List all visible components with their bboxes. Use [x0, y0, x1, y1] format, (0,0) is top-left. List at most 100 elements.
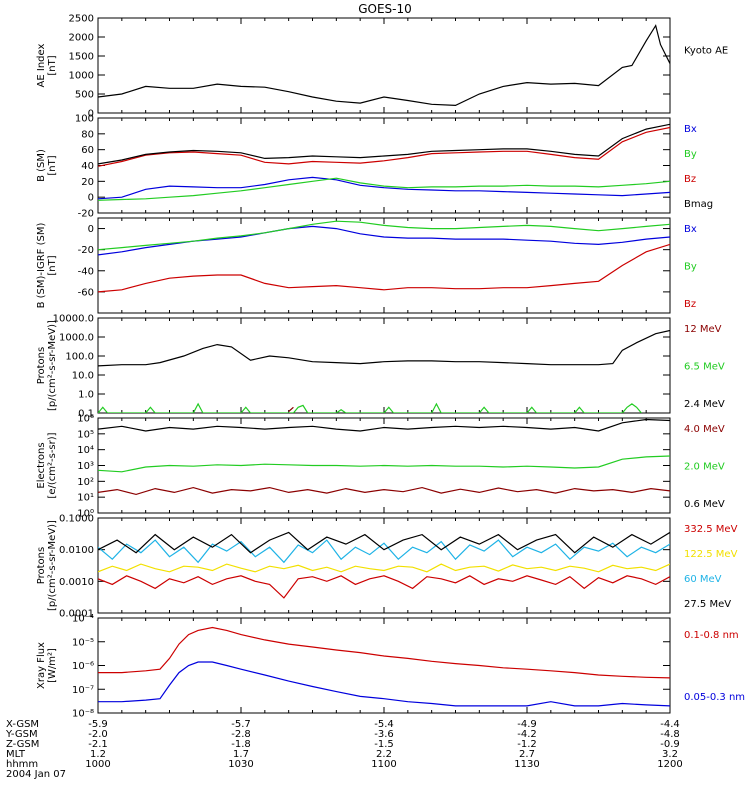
ephemeris-value: 2.2: [376, 749, 392, 760]
y-tick-label: 0.0001: [59, 609, 94, 620]
y-tick-label: 1500: [69, 52, 94, 63]
y-axis-label: Xray Flux: [36, 642, 47, 689]
y-axis-label: Protons: [36, 547, 47, 584]
y-tick-label: -60: [78, 287, 94, 298]
ephemeris-value: -1.5: [374, 739, 394, 750]
chart-panel: 0 500 1000 1500 2000 2500 AE Index [nT] Kyoto AE: [36, 14, 728, 120]
ephemeris-row-label: Z-GSM: [6, 739, 39, 750]
y-tick-label: 10⁰: [77, 509, 94, 520]
legend-label: Bz: [684, 174, 696, 185]
y-tick-label: 0: [88, 224, 94, 235]
y-tick-label: 10⁻⁵: [72, 637, 94, 648]
chart-panel: -20 0 20 40 60 80 100 B (SM) [nT] Bx By Bz Bmag: [36, 114, 713, 220]
chart-title: GOES-10: [358, 2, 412, 16]
panel-frame: [97, 117, 671, 214]
y-tick-label: 10⁶: [77, 414, 94, 425]
legend-label: 2.0 MeV: [684, 462, 725, 473]
y-tick-label: 2000: [69, 33, 94, 44]
ephemeris-value: -4.8: [660, 729, 680, 740]
series-line: [98, 626, 670, 679]
legend-label: 6.5 MeV: [684, 362, 725, 373]
y-tick-label: 60: [81, 145, 94, 156]
chart-panel: -60 -40 -20 0 B (SM)-IGRF (SM) [nT] Bx By Bz: [36, 217, 697, 314]
series-line: [98, 418, 670, 432]
series-line: [98, 329, 670, 367]
y-tick-label: 10⁻⁷: [72, 685, 94, 696]
legend-label: 27.5 MeV: [684, 599, 731, 610]
legend-label: 0.1-0.8 nm: [684, 630, 739, 641]
y-axis-label: [p/(cm²-s-sr-MeV)]: [47, 520, 58, 611]
chart-panel: 10⁰ 10¹ 10² 10³ 10⁴ 10⁵ 10⁶ Electrons [e/(cm²-s-…: [36, 414, 725, 520]
y-axis-label: [nT]: [47, 255, 58, 275]
legend-label: Bmag: [684, 199, 713, 210]
series-line: [98, 486, 670, 496]
y-tick-label: 0.0010: [59, 577, 94, 588]
ephemeris-value: -2.1: [88, 739, 108, 750]
ephemeris-value: -5.7: [231, 719, 251, 730]
y-axis-label: [e/(cm²-s-sr)]: [47, 432, 58, 498]
ephemeris-value: 2.7: [519, 749, 535, 760]
legend-label: 60 MeV: [684, 574, 722, 585]
legend-label: 0.6 MeV: [684, 499, 725, 510]
y-axis-label: [p/(cm²-s-sr-MeV)]: [47, 320, 58, 411]
panel-frame: [97, 317, 671, 414]
y-tick-label: 100: [75, 114, 94, 125]
series-line: [98, 220, 670, 251]
y-tick-label: 10³: [77, 461, 94, 472]
ephemeris-value: -1.2: [517, 739, 537, 750]
ephemeris-value: 1.2: [90, 749, 106, 760]
y-tick-label: -20: [78, 245, 94, 256]
y-tick-label: 20: [81, 177, 94, 188]
series-line: [98, 575, 670, 599]
series-line: [98, 225, 670, 256]
legend-label: Bz: [684, 299, 696, 310]
y-tick-label: 10000.0: [53, 314, 94, 325]
legend-label: 122.5 MeV: [684, 549, 738, 560]
series-line: [98, 661, 670, 707]
ephemeris-value: 1130: [514, 759, 539, 770]
panel-frame: [97, 517, 671, 614]
legend-label: Bx: [684, 124, 697, 135]
ephemeris-value: 1100: [371, 759, 396, 770]
ephemeris-value: 1030: [228, 759, 253, 770]
series-line: [98, 531, 670, 554]
y-axis-label: [W/m²]: [47, 648, 58, 683]
chart-panel: 0.1000 0.0100 0.0010 0.0001 Protons [p/(cm²-s…: [36, 514, 738, 620]
legend-label: Bx: [684, 224, 697, 235]
y-tick-label: 10.0: [72, 371, 94, 382]
ephemeris-value: 1000: [85, 759, 110, 770]
ephemeris-value: 3.2: [662, 749, 678, 760]
series-line: [288, 406, 294, 412]
y-tick-label: 10⁵: [77, 429, 94, 440]
y-tick-label: -20: [78, 209, 94, 220]
date-label: 2004 Jan 07: [6, 769, 66, 780]
y-tick-label: 0: [88, 193, 94, 204]
y-tick-label: 10⁻⁸: [72, 709, 94, 720]
series-line: [98, 123, 670, 165]
series-line: [98, 177, 670, 201]
y-tick-label: -40: [78, 266, 94, 277]
series-line: [98, 126, 670, 167]
legend-label: 2.4 MeV: [684, 399, 725, 410]
series-line: [98, 539, 670, 564]
series-line: [98, 455, 670, 473]
series-line: [98, 563, 670, 573]
y-axis-label: Electrons: [36, 442, 47, 488]
y-tick-label: 0.1000: [59, 514, 94, 525]
y-tick-label: 10⁻⁴: [72, 614, 94, 625]
ephemeris-value: -5.9: [88, 719, 108, 730]
legend-label: 332.5 MeV: [684, 524, 738, 535]
chart-panel: 10⁻⁸ 10⁻⁷ 10⁻⁶ 10⁻⁵ 10⁻⁴ Xray Flux [W/m²] 0.1-0…: [36, 614, 745, 720]
ephemeris-value: 1200: [657, 759, 682, 770]
ephemeris-value: -4.2: [517, 729, 537, 740]
legend-label: 4.0 MeV: [684, 424, 725, 435]
ephemeris-value: -3.6: [374, 729, 394, 740]
y-tick-label: 0: [88, 109, 94, 120]
legend-label: Kyoto AE: [684, 46, 728, 57]
y-tick-label: 10⁻⁶: [72, 661, 94, 672]
series-line: [98, 402, 642, 413]
y-axis-label: B (SM)-IGRF (SM): [36, 223, 47, 309]
y-axis-label: [nT]: [47, 155, 58, 175]
